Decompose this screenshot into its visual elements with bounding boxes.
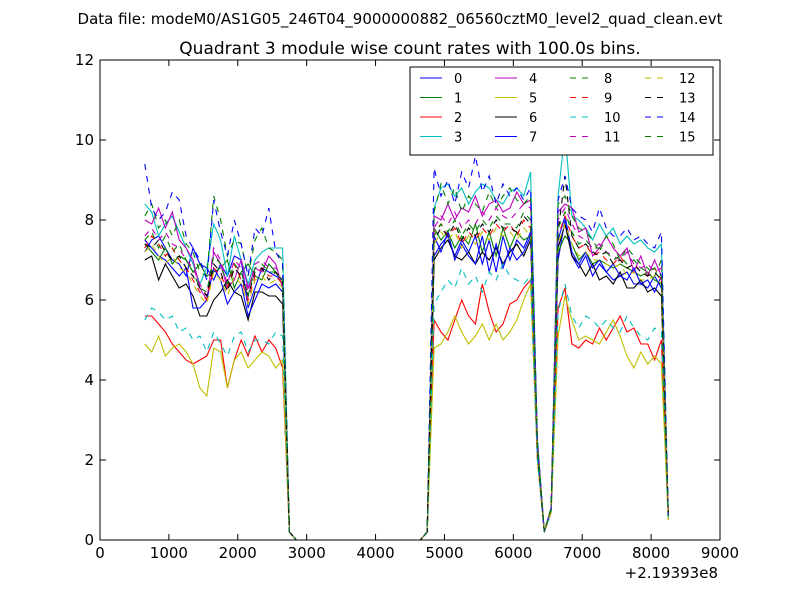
legend-label-10: 10 — [604, 111, 621, 126]
x-offset-label: +2.19393e8 — [625, 564, 718, 582]
x-tick-label: 1000 — [150, 544, 188, 562]
x-tick-label: 0 — [95, 544, 105, 562]
x-tick-label: 4000 — [356, 544, 394, 562]
series-line-13 — [144, 175, 669, 540]
plot-area — [144, 131, 669, 540]
x-tick-label: 7000 — [563, 544, 601, 562]
legend-label-8: 8 — [604, 72, 612, 87]
legend-label-5: 5 — [529, 92, 537, 107]
chart-title: Quadrant 3 module wise count rates with … — [179, 39, 640, 59]
series-line-10 — [144, 262, 669, 540]
series-line-1 — [144, 222, 669, 540]
x-tick-label: 2000 — [219, 544, 257, 562]
y-tick-label: 6 — [84, 291, 94, 309]
series-line-7 — [144, 215, 669, 540]
legend-label-12: 12 — [679, 72, 696, 87]
legend-label-15: 15 — [679, 131, 696, 146]
legend-label-2: 2 — [454, 111, 462, 126]
y-tick-label: 12 — [75, 51, 94, 69]
y-tick-label: 0 — [84, 531, 94, 549]
y-tick-label: 2 — [84, 451, 94, 469]
series-line-5 — [144, 283, 669, 540]
x-tick-label: 5000 — [425, 544, 463, 562]
series-line-6 — [144, 223, 669, 540]
axis-ticks: 0 1000 2000 3000 4000 5000 6000 7000 8000 9000 0 2 4… — [75, 51, 739, 562]
series-line-3 — [144, 131, 669, 540]
series-line-14 — [144, 155, 669, 540]
legend-label-1: 1 — [454, 92, 462, 107]
x-tick-label: 3000 — [288, 544, 326, 562]
series-line-11 — [144, 203, 669, 540]
legend-label-11: 11 — [604, 131, 621, 146]
y-tick-label: 4 — [84, 371, 94, 389]
legend-label-6: 6 — [529, 111, 537, 126]
legend-label-0: 0 — [454, 72, 462, 87]
y-tick-label: 10 — [75, 131, 94, 149]
series-line-15 — [144, 210, 669, 540]
series-line-2 — [144, 278, 669, 540]
legend-label-9: 9 — [604, 92, 612, 107]
series-line-0 — [144, 219, 669, 540]
legend-label-7: 7 — [529, 131, 537, 146]
legend-frame — [409, 66, 714, 156]
x-tick-label: 8000 — [632, 544, 670, 562]
data-file-title: Data file: modeM0/AS1G05_246T04_90000008… — [78, 10, 723, 29]
legend-label-4: 4 — [529, 72, 537, 87]
series-line-8 — [144, 182, 669, 540]
series-layer — [144, 131, 669, 540]
x-tick-label: 9000 — [701, 544, 739, 562]
series-line-12 — [144, 222, 669, 540]
legend-label-3: 3 — [454, 131, 462, 146]
legend-label-13: 13 — [679, 92, 696, 107]
legend-label-14: 14 — [679, 111, 696, 126]
x-tick-label: 6000 — [494, 544, 532, 562]
y-tick-label: 8 — [84, 211, 94, 229]
